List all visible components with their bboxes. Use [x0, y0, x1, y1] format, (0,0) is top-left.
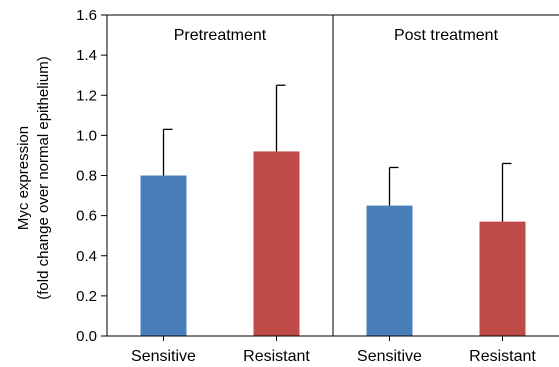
- bar-resistant: [479, 221, 526, 336]
- y-axis-title-line2: (fold change over normal epithelium): [35, 56, 52, 299]
- y-tick-label: 0.2: [76, 288, 97, 305]
- panel-title-1: Pretreatment: [174, 27, 267, 44]
- bar-sensitive: [366, 205, 413, 336]
- y-axis-title-line1: Myc expression: [15, 126, 32, 230]
- y-tick-label: 0.6: [76, 208, 97, 225]
- bar-resistant: [253, 151, 300, 336]
- category-label: Sensitive: [357, 348, 422, 365]
- category-label: Sensitive: [131, 348, 196, 365]
- y-tick-label: 1.4: [76, 47, 97, 64]
- y-tick-label: 1.2: [76, 87, 97, 104]
- y-tick-label: 0.0: [76, 328, 97, 345]
- y-tick-label: 1.6: [76, 7, 97, 24]
- y-tick-label: 0.4: [76, 248, 97, 265]
- bar-sensitive: [140, 175, 187, 336]
- category-label: Resistant: [243, 348, 310, 365]
- y-tick-label: 0.8: [76, 168, 97, 185]
- panel-title-2: Post treatment: [394, 27, 499, 44]
- y-tick-label: 1.0: [76, 127, 97, 144]
- category-label: Resistant: [469, 348, 536, 365]
